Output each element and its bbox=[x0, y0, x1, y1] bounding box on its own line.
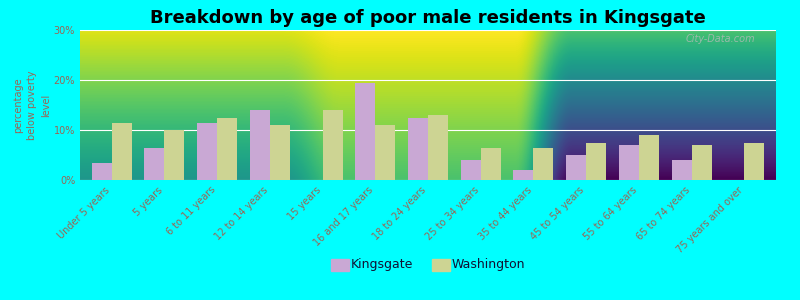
Bar bbox=[428, 115, 448, 180]
Bar bbox=[744, 142, 765, 180]
Bar bbox=[514, 170, 534, 180]
Bar bbox=[672, 160, 692, 180]
Bar bbox=[481, 148, 501, 180]
Bar bbox=[92, 163, 112, 180]
Bar bbox=[619, 145, 639, 180]
Bar bbox=[461, 160, 481, 180]
Title: Breakdown by age of poor male residents in Kingsgate: Breakdown by age of poor male residents … bbox=[150, 9, 706, 27]
Bar bbox=[270, 125, 290, 180]
Bar bbox=[197, 122, 217, 180]
Text: City-Data.com: City-Data.com bbox=[686, 34, 755, 44]
Bar bbox=[586, 142, 606, 180]
Bar bbox=[217, 118, 237, 180]
Bar bbox=[144, 148, 164, 180]
Bar bbox=[112, 122, 132, 180]
Bar bbox=[692, 145, 712, 180]
Bar bbox=[534, 148, 554, 180]
Y-axis label: percentage
below poverty
level: percentage below poverty level bbox=[13, 70, 51, 140]
Bar bbox=[322, 110, 342, 180]
Bar bbox=[355, 82, 375, 180]
Bar bbox=[375, 125, 395, 180]
Bar bbox=[566, 155, 586, 180]
Bar bbox=[164, 130, 184, 180]
Bar bbox=[639, 135, 659, 180]
Bar bbox=[408, 118, 428, 180]
Legend: Kingsgate, Washington: Kingsgate, Washington bbox=[326, 253, 530, 276]
Bar bbox=[250, 110, 270, 180]
